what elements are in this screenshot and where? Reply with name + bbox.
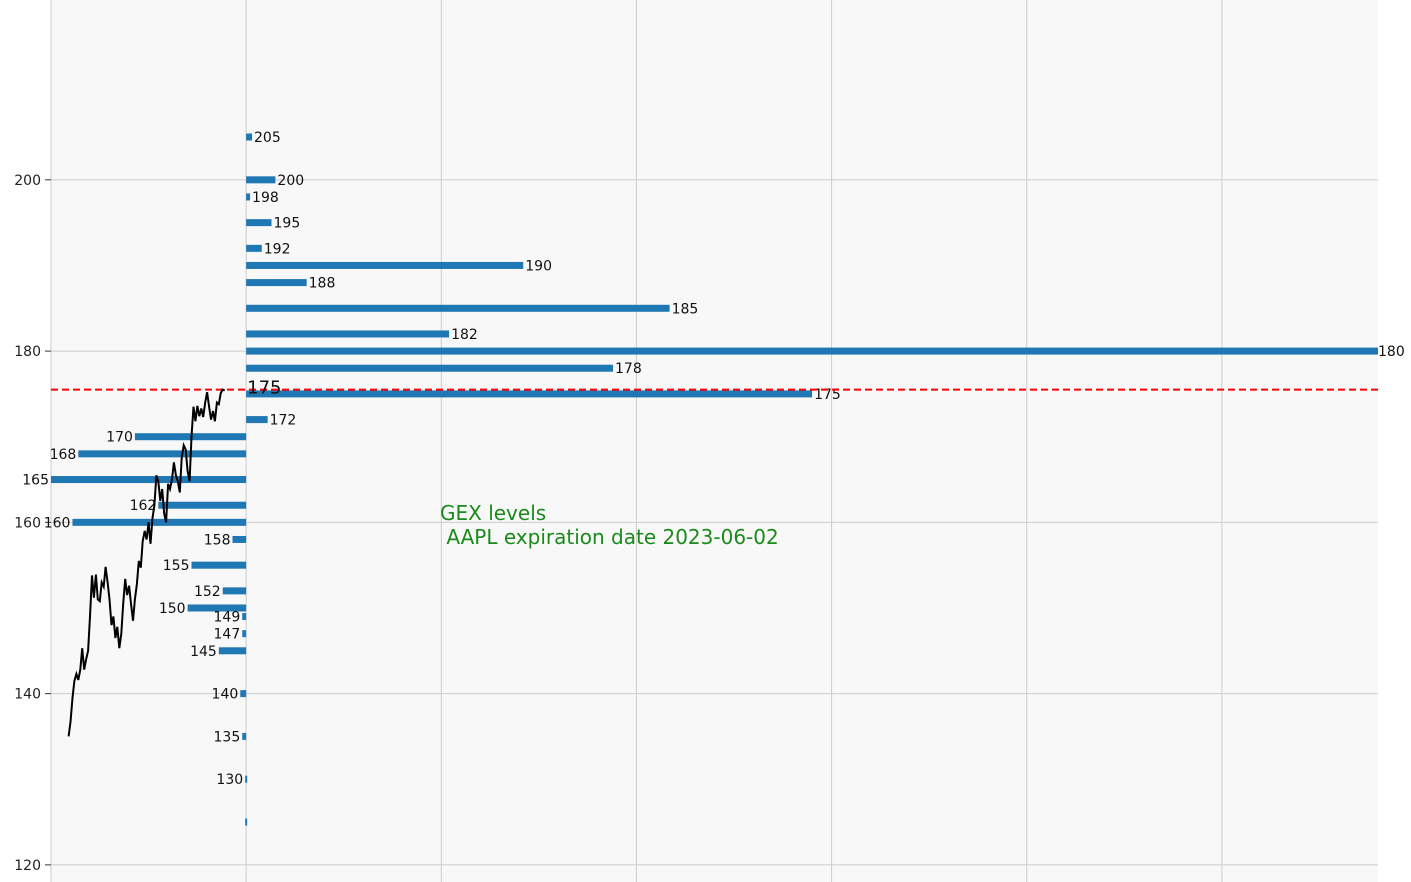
gex-bar [246,193,251,201]
gex-bar-label: 130 [216,772,243,788]
gex-bar [72,518,247,526]
gex-bar [246,364,614,372]
annotation-title: GEX levels [440,501,546,525]
plot-background [51,0,1378,882]
gex-bar [246,261,524,269]
gex-bar-label: 190 [525,258,552,274]
gex-bar [246,279,307,287]
y-tick-label: 180 [14,344,41,360]
spot-price-label: 175 [247,378,281,399]
y-axis-ticks: 120 140 160 180 200 [14,173,51,874]
price-series-line [67,388,226,737]
gex-bar [246,133,253,141]
gex-bar [78,450,247,458]
gex-bar [232,535,247,543]
gex-bar [246,347,1378,355]
gex-bar [245,775,248,783]
gex-bar [246,304,670,312]
gex-bar-label: 145 [190,644,217,660]
gex-bar-label: 140 [212,687,239,703]
gex-bar [51,476,247,484]
gex-bar-label: 168 [50,447,77,463]
gex-bar-label: 175 [814,387,841,403]
gex-bar-label: 195 [274,216,301,232]
gex-bar-label: 170 [106,430,133,446]
gex-bar [245,818,248,826]
gex-bar-label: 180 [1378,344,1405,360]
gex-bar [218,647,247,655]
gex-bar-label: 185 [672,301,699,317]
gex-bar-label: 149 [214,610,241,626]
y-tick-label: 200 [14,173,41,189]
gex-bars [51,133,1378,826]
y-tick-label: 160 [14,515,41,531]
gex-bar-label: 135 [214,729,241,745]
gex-bar-label: 155 [163,558,190,574]
gex-bar-label: 182 [451,327,478,343]
gex-bar [187,604,247,612]
y-tick-label: 120 [14,858,41,874]
gex-bar-label: 160 [44,515,71,531]
annotation-subtitle: AAPL expiration date 2023-06-02 [440,525,779,549]
gex-bar [246,176,276,184]
gex-bar-label: 178 [615,361,642,377]
gex-bar [158,501,247,509]
y-tick-label: 140 [14,687,41,703]
gex-bar [240,690,247,698]
gex-bar-label: 198 [252,190,279,206]
gex-bar [242,613,247,621]
gex-bar-label: 162 [130,498,157,514]
gex-bar-label: 192 [264,241,291,257]
gex-bar-label: 147 [214,627,241,643]
gex-bar [246,244,262,252]
gex-bar-label: 205 [254,130,281,146]
gex-bar [246,219,272,227]
gex-bar-label: 200 [277,173,304,189]
gex-bar [246,390,813,398]
gex-bar [242,630,247,638]
gex-bar [242,732,247,740]
gex-bar [246,330,450,338]
gex-bar [191,561,247,569]
gex-bar-label: 150 [159,601,186,617]
gex-bar-label: 188 [309,276,336,292]
gex-bar-label: 172 [270,413,297,429]
gex-bar-label: 152 [194,584,221,600]
gex-bar [246,416,268,424]
gex-bar [222,587,247,595]
gex-bar-label: 158 [204,532,231,548]
gex-bar-label: 165 [22,473,49,489]
